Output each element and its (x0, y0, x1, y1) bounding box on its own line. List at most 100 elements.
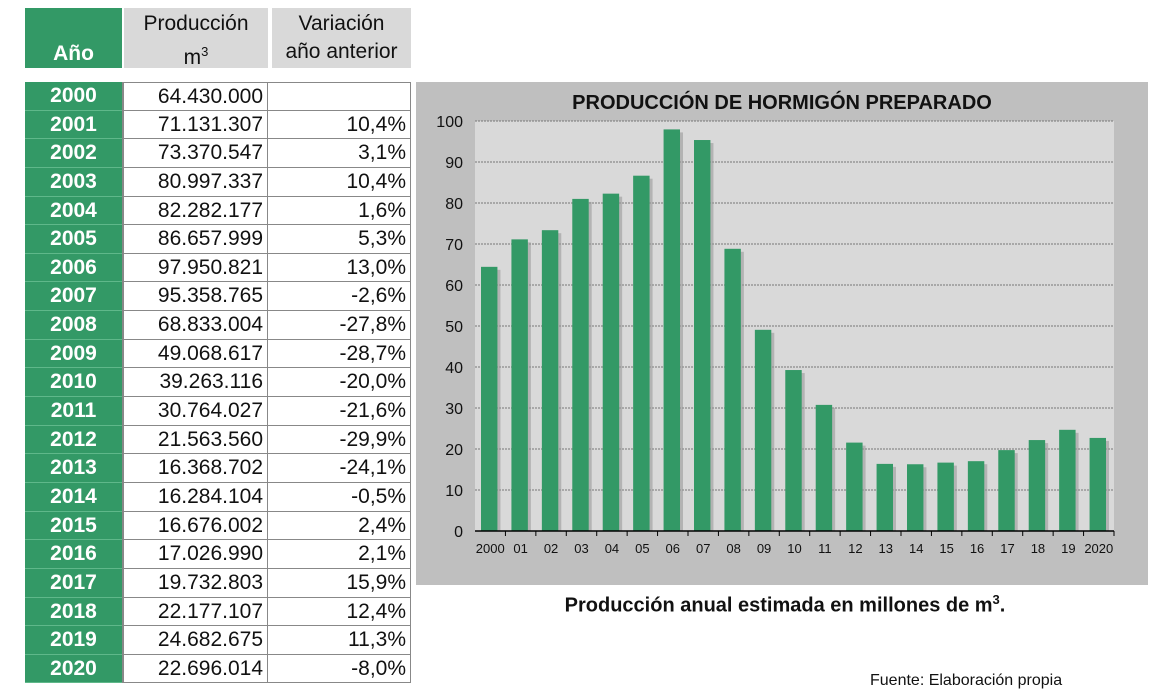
table-row: 2003 80.997.337 10,4% (25, 167, 411, 197)
variation-cell: -28,7% (268, 339, 411, 369)
x-tick-label: 14 (909, 541, 923, 556)
x-tick-label: 13 (879, 541, 893, 556)
production-cell: 21.563.560 (122, 425, 268, 455)
production-cell: 22.696.014 (122, 654, 268, 684)
header-variation-label: Variación (298, 12, 385, 35)
bar (785, 370, 802, 531)
bar (633, 175, 650, 531)
x-tick-label: 09 (757, 541, 771, 556)
variation-cell: -8,0% (268, 654, 411, 684)
x-tick-label: 11 (818, 541, 832, 556)
x-tick-label: 10 (787, 541, 801, 556)
production-cell: 22.177.107 (122, 597, 268, 627)
x-tick-label: 04 (605, 541, 619, 556)
y-tick-label: 90 (445, 155, 463, 172)
production-cell: 97.950.821 (122, 253, 268, 283)
table-row: 2007 95.358.765 -2,6% (25, 282, 411, 312)
header-production: Producción m3 (124, 8, 268, 69)
x-tick-label: 18 (1031, 541, 1045, 556)
year-cell: 2005 (25, 225, 122, 254)
table-row: 2014 16.284.104 -0,5% (25, 482, 411, 512)
year-cell: 2016 (25, 540, 122, 569)
bar (1059, 429, 1076, 531)
table-row: 2017 19.732.803 15,9% (25, 568, 411, 598)
year-cell: 2015 (25, 511, 122, 541)
y-tick-label: 70 (445, 237, 463, 254)
bar (754, 329, 772, 531)
production-cell: 24.682.675 (122, 626, 268, 655)
chart-panel: PRODUCCIÓN DE HORMIGÓN PREPARADO 0 10 20 30… (416, 82, 1148, 585)
bar (481, 266, 498, 531)
table-row: 2009 49.068.617 -28,7% (25, 339, 411, 369)
x-tick-label: 02 (544, 541, 558, 556)
table-row: 2001 71.131.307 10,4% (25, 110, 411, 140)
bar (937, 462, 954, 531)
table-row: 2000 64.430.000 (25, 82, 411, 111)
bar (815, 404, 833, 531)
production-cell: 86.657.999 (122, 225, 268, 254)
caption-sup: 3 (992, 592, 1000, 607)
x-tick-label: 2000 (476, 541, 505, 556)
variation-cell: 15,9% (268, 568, 411, 598)
production-cell: 30.764.027 (122, 397, 268, 426)
variation-cell: 10,4% (268, 167, 411, 197)
table-row: 2005 86.657.999 5,3% (25, 225, 411, 254)
y-tick-label: 10 (445, 483, 463, 500)
production-cell: 16.676.002 (122, 511, 268, 541)
bar (1028, 440, 1046, 531)
production-cell: 16.284.104 (122, 482, 268, 512)
variation-cell: -2,6% (268, 282, 411, 312)
variation-cell: 10,4% (268, 110, 411, 140)
year-cell: 2013 (25, 454, 122, 483)
x-tick-label: 06 (666, 541, 680, 556)
header-variation-label2: año anterior (285, 40, 398, 63)
production-cell: 39.263.116 (122, 368, 268, 398)
table-row: 2011 30.764.027 -21,6% (25, 397, 411, 426)
x-tick-label: 17 (1000, 541, 1014, 556)
data-table: 2000 64.430.000 2001 71.131.307 10,4% 2002 73.… (25, 82, 411, 684)
y-tick-label: 0 (454, 524, 463, 541)
table-row: 2019 24.682.675 11,3% (25, 626, 411, 655)
table-row: 2018 22.177.107 12,4% (25, 597, 411, 627)
x-tick-label: 08 (726, 541, 740, 556)
chart-title: PRODUCCIÓN DE HORMIGÓN PREPARADO (572, 92, 992, 114)
production-cell: 17.026.990 (122, 540, 268, 569)
year-cell: 2007 (25, 282, 122, 312)
variation-cell: 1,6% (268, 196, 411, 226)
table-row: 2006 97.950.821 13,0% (25, 253, 411, 283)
x-tick-label: 03 (574, 541, 588, 556)
production-cell: 64.430.000 (122, 82, 268, 111)
bar-chart: 0 10 20 30 40 50 60 70 80 90 100 2000 01 02 03 04 05 06 07… (436, 114, 1115, 556)
header-variation: Variación año anterior (272, 8, 411, 68)
year-cell: 2008 (25, 311, 122, 340)
variation-cell: -27,8% (268, 311, 411, 340)
source-note: Fuente: Elaboración propia (870, 672, 1063, 689)
table-row: 2004 82.282.177 1,6% (25, 196, 411, 226)
header-production-label: Producción (143, 12, 249, 35)
production-cell: 71.131.307 (122, 110, 268, 140)
x-tick-label: 15 (939, 541, 953, 556)
year-cell: 2012 (25, 425, 122, 455)
caption-end: . (999, 594, 1006, 617)
y-tick-label: 60 (445, 278, 463, 295)
header-production-unit: m3 (124, 38, 268, 72)
production-cell: 95.358.765 (122, 282, 268, 312)
table-row: 2015 16.676.002 2,4% (25, 511, 411, 541)
x-tick-label: 07 (696, 541, 710, 556)
variation-cell: 11,3% (268, 626, 411, 655)
bar (724, 248, 741, 531)
bar (846, 442, 863, 531)
variation-cell: 2,1% (268, 540, 411, 569)
year-cell: 2004 (25, 196, 122, 226)
y-tick-label: 30 (445, 401, 463, 418)
x-tick-label: 01 (513, 541, 527, 556)
year-cell: 2000 (25, 82, 122, 111)
variation-cell: 12,4% (268, 597, 411, 627)
bar (967, 461, 985, 531)
variation-cell: -0,5% (268, 482, 411, 512)
unit-sup: 3 (201, 44, 209, 59)
table-row: 2016 17.026.990 2,1% (25, 540, 411, 569)
year-cell: 2018 (25, 597, 122, 627)
table-row: 2020 22.696.014 -8,0% (25, 654, 411, 684)
y-tick-label: 80 (445, 196, 463, 213)
